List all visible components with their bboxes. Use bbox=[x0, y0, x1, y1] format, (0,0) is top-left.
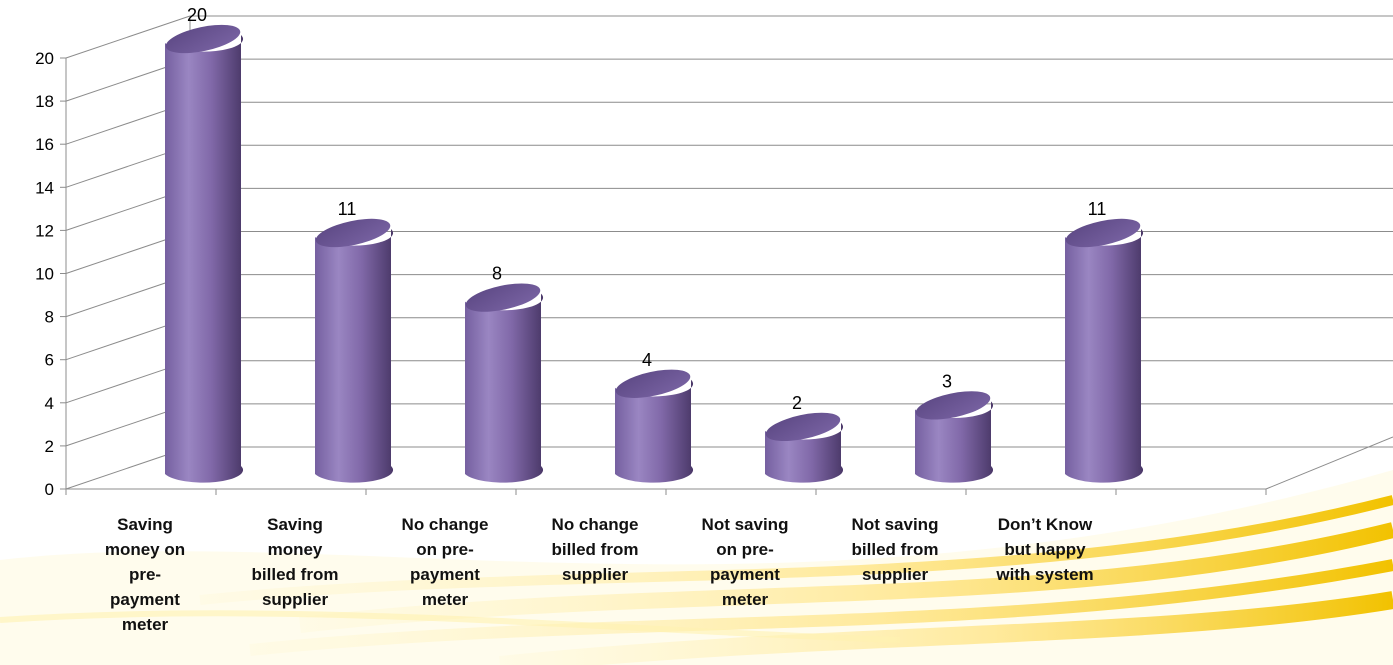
x-category-label: Saving money billed from supplier bbox=[251, 515, 339, 609]
bar bbox=[765, 412, 844, 483]
x-category-label: Not saving on pre- payment meter bbox=[701, 515, 789, 609]
floor-edge bbox=[1265, 436, 1393, 490]
data-label: 2 bbox=[792, 393, 802, 413]
gridlines bbox=[65, 15, 1393, 490]
bar-body bbox=[165, 35, 244, 483]
x-category-label: Not saving billed from supplier bbox=[851, 515, 939, 584]
data-label: 4 bbox=[642, 350, 652, 370]
bar-body bbox=[1065, 228, 1144, 483]
y-tick-label: 2 bbox=[45, 437, 54, 456]
y-tick-label: 20 bbox=[35, 49, 54, 68]
x-category-label: Don’t Know but happy with system bbox=[996, 515, 1094, 584]
bar-top bbox=[915, 391, 991, 420]
y-tick-label: 4 bbox=[45, 394, 54, 413]
bar-top bbox=[465, 283, 541, 312]
x-category-label: No change billed from supplier bbox=[551, 515, 639, 584]
bar-body bbox=[315, 228, 394, 483]
data-label: 8 bbox=[492, 264, 502, 284]
bar bbox=[615, 369, 694, 483]
y-tick-label: 6 bbox=[45, 351, 54, 370]
bar bbox=[165, 24, 244, 483]
x-category-label: No change on pre- payment meter bbox=[401, 515, 489, 609]
value-axis: 0 2 4 6 8 10 12 14 16 18 20 bbox=[35, 49, 1393, 499]
x-category-label: Saving money on pre- payment meter bbox=[104, 515, 186, 634]
bar bbox=[315, 218, 394, 483]
bar bbox=[915, 391, 994, 483]
bar-top bbox=[315, 218, 391, 248]
bar-top bbox=[615, 369, 691, 398]
data-label: 11 bbox=[338, 199, 357, 219]
bar-body bbox=[615, 379, 694, 483]
bar bbox=[1065, 218, 1144, 483]
bar-body bbox=[465, 293, 544, 483]
data-labels: 20 11 8 4 2 3 11 bbox=[187, 5, 1106, 413]
bar-top bbox=[1065, 218, 1141, 248]
y-tick-label: 8 bbox=[45, 308, 54, 327]
y-tick-label: 18 bbox=[35, 92, 54, 111]
bar-top bbox=[765, 412, 841, 442]
data-label: 11 bbox=[1088, 199, 1107, 219]
data-label: 3 bbox=[942, 371, 952, 391]
bar-top bbox=[165, 24, 241, 54]
gridline-side bbox=[65, 15, 191, 59]
bar-body bbox=[915, 401, 994, 483]
bars bbox=[165, 24, 1144, 483]
data-label: 20 bbox=[187, 5, 207, 25]
y-tick-label: 16 bbox=[35, 135, 54, 154]
y-tick-label: 14 bbox=[35, 178, 54, 197]
y-tick-label: 12 bbox=[35, 221, 54, 240]
y-tick-label: 0 bbox=[45, 480, 54, 499]
bar-body bbox=[765, 422, 844, 483]
y-tick-label: 10 bbox=[35, 265, 54, 284]
bar bbox=[465, 283, 544, 483]
